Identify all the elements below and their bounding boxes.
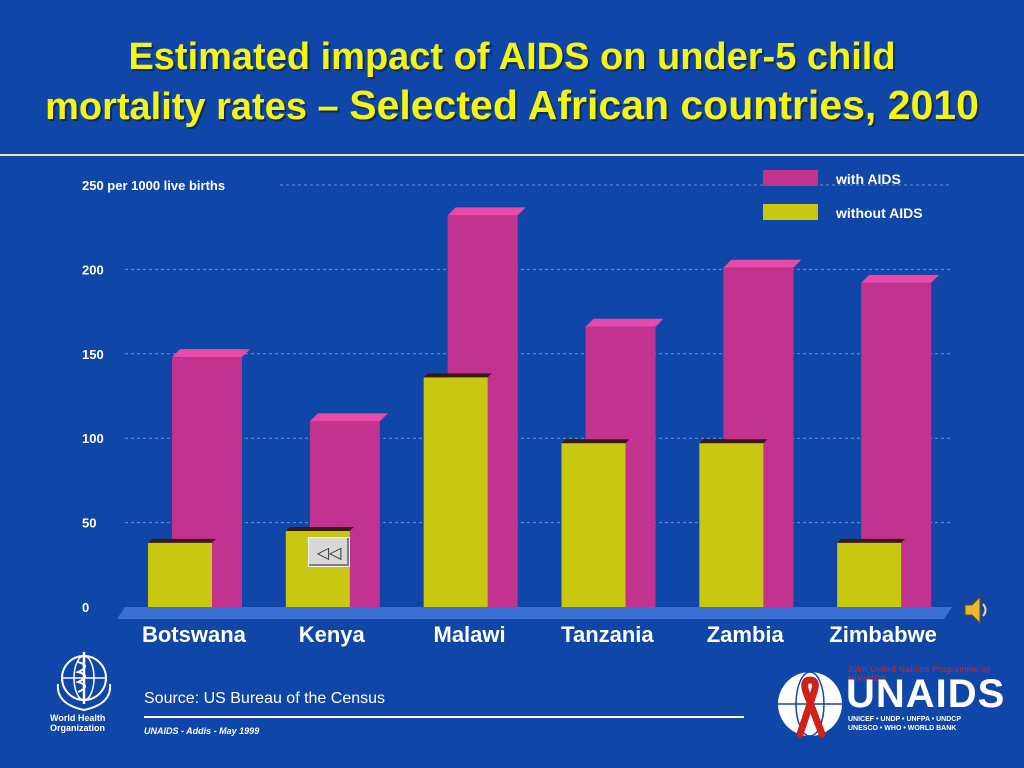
- slide-title: Estimated impact of AIDS on under-5 chil…: [30, 34, 994, 131]
- unaids-logo-icon: [778, 671, 842, 738]
- bar-without-aids: [148, 542, 212, 607]
- bar-top-without-aids: [285, 527, 354, 532]
- bar-top-with-aids: [723, 259, 802, 268]
- bar-top-with-aids: [447, 207, 526, 216]
- x-tick-label: Zambia: [707, 622, 785, 647]
- footnote: UNAIDS - Addis - May 1999: [144, 726, 260, 736]
- y-tick-label: 200: [82, 262, 104, 277]
- x-tick-label: Botswana: [142, 622, 247, 647]
- bar-top-without-aids: [837, 538, 906, 543]
- rewind-button[interactable]: ◁◁: [308, 537, 350, 567]
- y-tick-label: 250 per 1000 live births: [82, 178, 225, 193]
- legend-label-without-aids: without AIDS: [835, 205, 923, 221]
- speaker-icon[interactable]: [962, 592, 992, 628]
- bar-top-with-aids: [585, 318, 664, 327]
- title-divider: [0, 154, 1024, 156]
- bar-top-with-aids: [861, 274, 940, 283]
- y-tick-label: 100: [82, 431, 104, 446]
- legend-swatch-with-aids: [763, 170, 818, 186]
- x-tick-label: Malawi: [434, 622, 506, 647]
- bar-without-aids: [561, 443, 626, 607]
- bar-top-without-aids: [423, 373, 492, 378]
- bar-top-without-aids: [699, 439, 768, 444]
- unaids-tagline: Joint United Nations Programme on HIV/AI…: [848, 665, 992, 683]
- bar-without-aids: [423, 377, 488, 607]
- legend-label-with-aids: with AIDS: [835, 171, 901, 187]
- unaids-sponsors: UNICEF • UNDP • UNFPA • UNDCP UNESCO • W…: [848, 716, 962, 732]
- title-line-2: mortality rates – Selected African count…: [45, 82, 979, 129]
- source-divider: [144, 716, 744, 718]
- bar-without-aids: [837, 542, 902, 607]
- chart-floor: [117, 607, 952, 619]
- legend-swatch-without-aids: [763, 204, 818, 220]
- bar-top-without-aids: [561, 439, 630, 444]
- source-note: Source: US Bureau of the Census: [144, 690, 386, 707]
- x-tick-label: Zimbabwe: [829, 622, 937, 647]
- unaids-wordmark: UNAIDS: [846, 672, 1006, 716]
- bar-without-aids: [699, 443, 764, 607]
- who-logo-icon: [56, 652, 112, 712]
- y-tick-label: 150: [82, 347, 104, 362]
- who-label: World Health Organization: [50, 713, 106, 733]
- y-tick-label: 50: [82, 516, 96, 531]
- x-tick-label: Tanzania: [561, 622, 654, 647]
- bar-top-with-aids: [309, 413, 388, 422]
- y-tick-label: 0: [82, 600, 89, 615]
- title-line-1: Estimated impact of AIDS on under-5 chil…: [128, 36, 896, 78]
- x-tick-label: Kenya: [299, 622, 366, 647]
- bar-top-without-aids: [148, 538, 216, 543]
- bar-top-with-aids: [172, 349, 250, 358]
